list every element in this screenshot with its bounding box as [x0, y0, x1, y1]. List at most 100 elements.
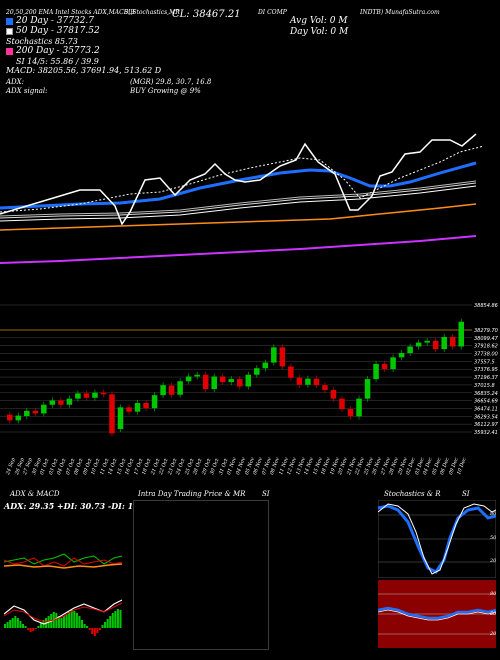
candle	[407, 346, 413, 354]
macd-bar	[6, 622, 9, 628]
price-tick-label: 38279.70	[474, 328, 498, 334]
candle	[432, 340, 439, 350]
adx-macd-panel: ADX & MACD ADX: 29.35 +DI: 30.73 -DI: 16…	[0, 488, 153, 658]
candle	[32, 410, 39, 414]
macd-bar	[19, 621, 22, 628]
macd-bar	[96, 628, 99, 633]
candle	[194, 374, 200, 377]
price-tick-label: 37376.95	[474, 367, 498, 373]
stoch-tick-80: 80	[490, 511, 497, 517]
macd-bar	[4, 624, 7, 628]
candle	[66, 398, 73, 405]
price-tick-label: 36474.11	[474, 406, 498, 412]
candle	[134, 402, 141, 412]
stoch-tick-50: 50	[490, 535, 497, 541]
macd-bar	[93, 628, 96, 636]
macd-bar	[73, 611, 76, 628]
price-tick-label: 38099.47	[474, 336, 499, 342]
macd-bar	[104, 622, 107, 628]
candle	[237, 379, 243, 387]
price-tick-label: 37015.8	[474, 383, 495, 389]
candle	[126, 407, 132, 412]
macd-bar	[63, 616, 66, 628]
macd-bar	[114, 611, 117, 628]
stoch-tick-20: 20	[490, 558, 497, 564]
macd-bar	[65, 614, 68, 628]
ema-band-2	[0, 182, 477, 219]
candle	[100, 392, 107, 395]
rsi-tick-20: 20	[490, 631, 497, 637]
macd-bar	[29, 628, 32, 632]
adx-values: (MGR) 29.8, 30.7, 16.8	[130, 78, 212, 86]
candle	[58, 400, 64, 405]
candle	[177, 381, 183, 395]
close-price: CL: 38467.21	[172, 9, 241, 20]
macd-bar	[101, 625, 104, 628]
macd-bar	[37, 626, 40, 628]
macd-bar	[80, 620, 84, 628]
ema50-label: 50 Day - 37817.52	[16, 26, 100, 36]
candle	[364, 379, 371, 399]
candle	[339, 398, 345, 410]
candle	[202, 374, 209, 390]
candle	[49, 400, 56, 405]
macd-bar	[39, 623, 42, 628]
candle	[313, 378, 320, 386]
ema200-label: 200 Day - 35773.2	[16, 46, 100, 56]
candle	[449, 336, 456, 347]
candle	[75, 393, 81, 399]
price-tick-label: 37196.37	[474, 375, 499, 381]
price-tick-label: 37738.00	[474, 352, 498, 358]
candle	[398, 353, 405, 358]
rsi-tick-80: 80	[490, 591, 497, 597]
intraday-si: SI	[262, 490, 270, 498]
macd-bar	[86, 626, 89, 628]
macd-bar	[27, 628, 30, 630]
ema20-label: 20 Day - 37732.7	[16, 16, 94, 26]
candle	[168, 385, 175, 395]
stochastics-chart	[378, 500, 496, 578]
candle	[143, 402, 149, 409]
adx-macd-title: ADX & MACD	[10, 490, 60, 498]
date-axis: 24 Sep 26 Sep 27 Sep 30 Sep 01 Oct 03 Oct 04 O…	[0, 438, 500, 488]
adx-lines	[4, 553, 123, 569]
candle	[390, 357, 396, 370]
candle	[15, 415, 22, 421]
day-volume: Day Vol: 0 M	[290, 27, 349, 37]
header-title: 20,50,200 EMA Intel Stocks ADX,MACD,B	[6, 9, 135, 16]
price-tick-label: 36112.97	[474, 422, 499, 428]
candle	[347, 409, 354, 417]
candle	[381, 363, 388, 370]
avg-volume: Avg Vol: 0 M	[290, 16, 348, 26]
candle	[185, 376, 192, 382]
macd-bar	[21, 624, 25, 628]
candle	[92, 392, 98, 398]
ema200-line	[0, 203, 477, 231]
intraday-panel	[133, 500, 269, 650]
macd-bar	[34, 628, 37, 629]
stochastics-title: Stochastics & R	[384, 490, 441, 498]
candle	[305, 378, 311, 385]
stochastics-si: SI	[462, 490, 470, 498]
macd-bar	[68, 612, 71, 628]
price-tick-label: 36654.69	[474, 399, 498, 405]
candle	[109, 394, 115, 434]
macd-bar	[70, 610, 73, 628]
header-indicators: SI,Stochastics,MR	[124, 9, 180, 16]
candle	[24, 410, 30, 417]
macd-bar	[9, 620, 12, 628]
price-tick-label: 37557.5	[474, 359, 495, 365]
candle	[458, 321, 464, 347]
macd-bar	[111, 613, 114, 628]
ema-long-line	[0, 235, 477, 264]
candle	[271, 347, 277, 363]
candle	[356, 398, 362, 417]
ema20-swatch	[6, 18, 13, 25]
macd-bar	[57, 616, 60, 628]
candle	[279, 347, 286, 367]
macd-bar	[88, 628, 91, 630]
ema-chart	[0, 133, 485, 264]
si-label: SI 14/5: 55.86 / 39.9	[16, 57, 99, 66]
price-tick-label: 36293.54	[474, 414, 498, 420]
intraday-title: Intra Day Trading Price & MR	[138, 490, 246, 498]
